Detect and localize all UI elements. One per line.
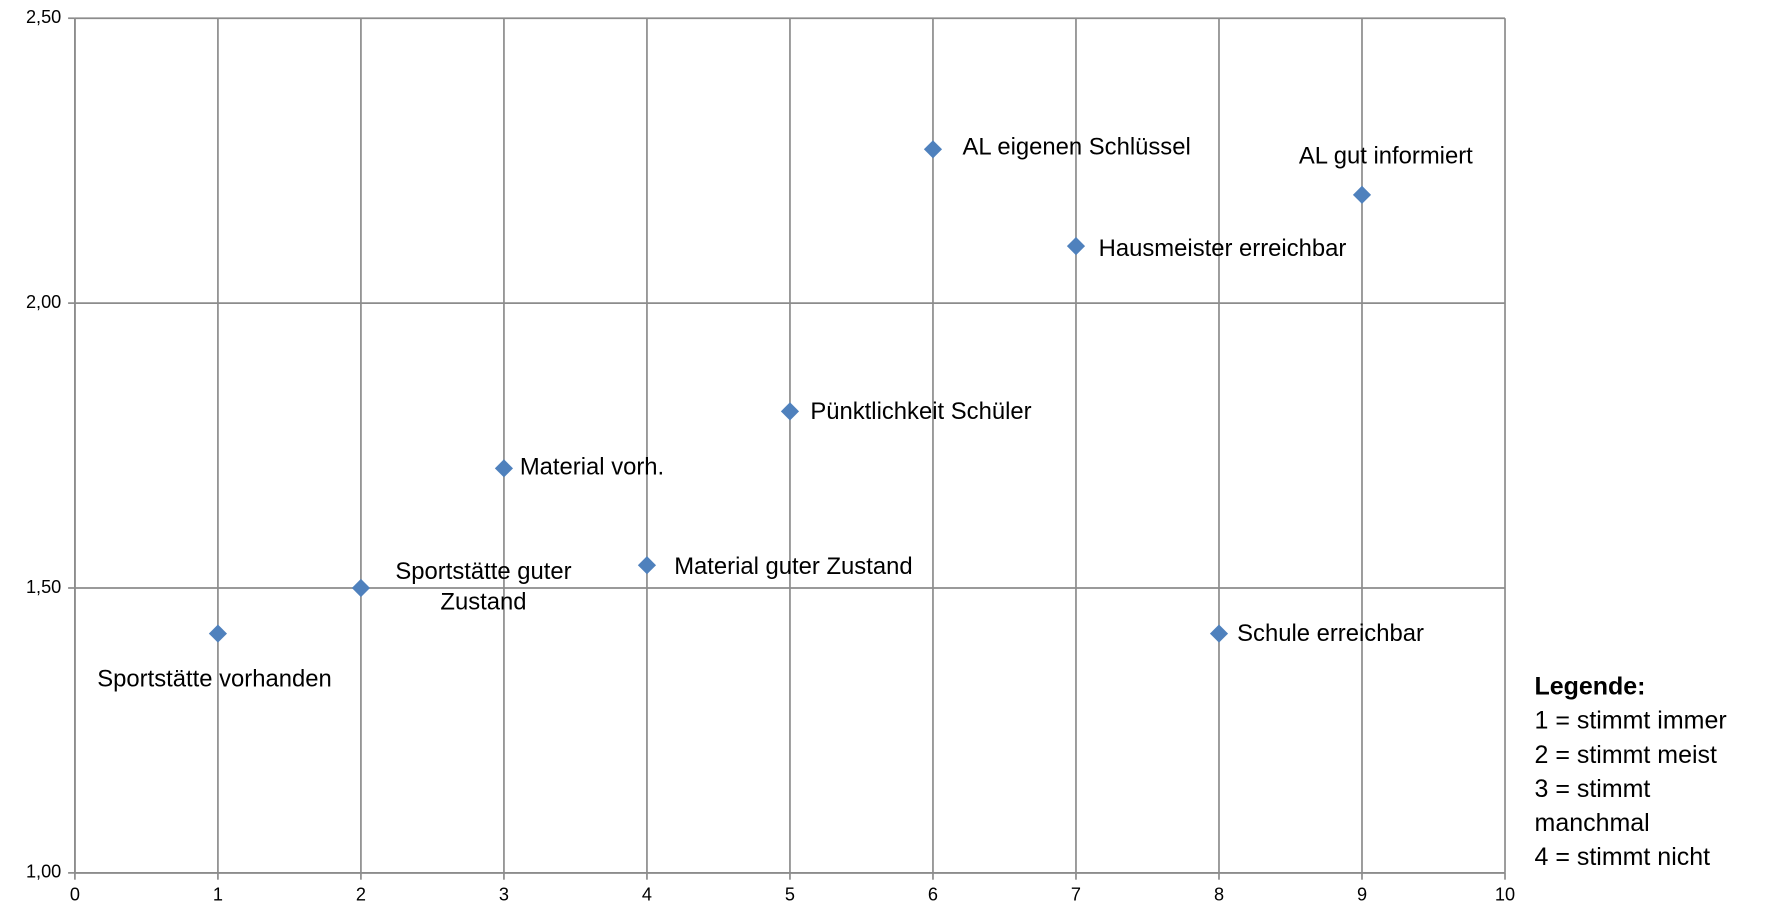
point [1066,237,1086,256]
x-tick-label: 10 [1495,884,1515,904]
point [208,624,227,643]
x-tick-label: 9 [1357,884,1367,904]
x-tick-label: 0 [70,884,80,904]
point-label: Sportstätte guter Zustand [395,558,572,616]
x-tick-label: 7 [1071,884,1081,904]
point [923,140,943,159]
y-tick-label: 2,50 [26,7,61,27]
point-label: AL eigenen Schlüssel [962,133,1190,160]
legend-box: Legende: 1 = stimmt immer 2 = stimmt mei… [1535,670,1773,874]
x-tick-label: 4 [642,884,652,904]
legend-line: 1 = stimmt immer [1534,706,1727,735]
point-label: Material vorh. [520,454,664,481]
x-tick-label: 1 [213,884,223,904]
point-label: AL gut informiert [1299,143,1473,170]
point [494,459,514,478]
point [351,578,371,598]
x-tick-label: 8 [1214,884,1224,904]
grid [68,17,1506,880]
legend-title: Legende: [1534,671,1646,701]
y-tick-label: 2,00 [26,292,61,312]
point-label-box: Sportstätte guter Zustand [395,558,572,616]
x-tick-label: 6 [928,884,938,904]
x-tick-label: 2 [356,884,366,904]
point [780,402,800,421]
point-label: Hausmeister erreichbar [1099,235,1347,262]
point-label: Schule erreichbar [1237,620,1424,647]
point [637,556,657,575]
y-tick-label: 1,00 [26,862,61,882]
legend-line: 2 = stimmt meist [1534,740,1717,769]
legend: Legende: 1 = stimmt immer 2 = stimmt mei… [1535,670,1773,874]
legend-line: 3 = stimmt manchmal [1534,774,1651,837]
point-label: Material guter Zustand [674,553,912,580]
y-tick-label: 1,50 [26,577,61,597]
point-label: Pünktlichkeit Schüler [810,398,1031,425]
point [1209,624,1229,643]
x-tick-label: 5 [785,884,795,904]
point-label: Sportstätte vorhanden [97,665,331,692]
legend-line: 4 = stimmt nicht [1534,842,1711,871]
x-tick-label: 3 [499,884,509,904]
point [1352,185,1372,204]
